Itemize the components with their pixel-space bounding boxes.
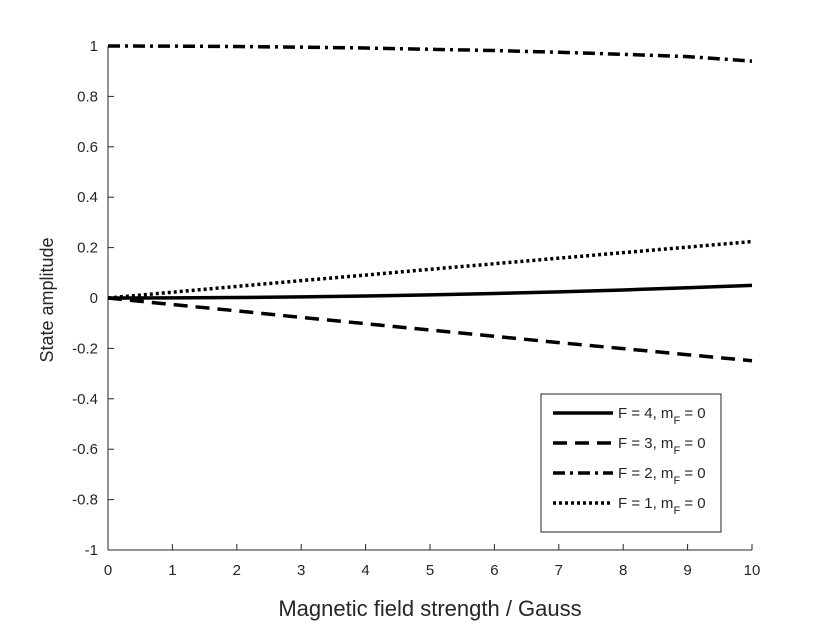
legend-label-4: F = 1, mF = 0 [618,495,706,517]
legend-label-2: F = 3, mF = 0 [618,435,706,457]
x-tick-label: 5 [426,562,434,579]
legend-box [540,393,722,533]
y-tick-label: 0 [90,290,98,307]
y-tick-label: -0.8 [72,492,98,509]
legend: F = 4, mF = 0 F = 3, mF = 0 F = 2, mF = 0 F… [540,393,722,533]
x-tick-label: 7 [555,562,563,579]
series-line-2 [107,296,753,363]
series-line-3 [107,44,753,63]
x-tick-label: 10 [744,562,761,579]
x-tick-label: 3 [297,562,305,579]
x-tick-label: 9 [683,562,691,579]
x-axis-label: Magnetic field strength / Gauss [278,596,581,621]
series-line-1 [107,283,753,300]
y-axis-label: State amplitude [37,237,57,362]
x-tick-label: 1 [168,562,176,579]
y-tick-label: 0.6 [77,139,98,156]
x-tick-label: 6 [490,562,498,579]
x-tick-label: 8 [619,562,627,579]
y-tick-label: -0.4 [72,391,98,408]
legend-label-1: F = 4, mF = 0 [618,405,706,427]
y-tick-label: 0.8 [77,88,98,105]
y-tick-label: -0.2 [72,340,98,357]
y-tick-label: 0.4 [77,189,98,206]
y-tick-label: 1 [90,38,98,55]
y-tick-label: -1 [85,542,98,559]
y-tick-label: 0.2 [77,240,98,257]
x-tick-label: 0 [104,562,112,579]
y-tick-label: -0.6 [72,441,98,458]
legend-label-3: F = 2, mF = 0 [618,465,706,487]
x-tick-label: 4 [361,562,369,579]
x-tick-label: 2 [233,562,241,579]
plot-area [107,44,753,363]
